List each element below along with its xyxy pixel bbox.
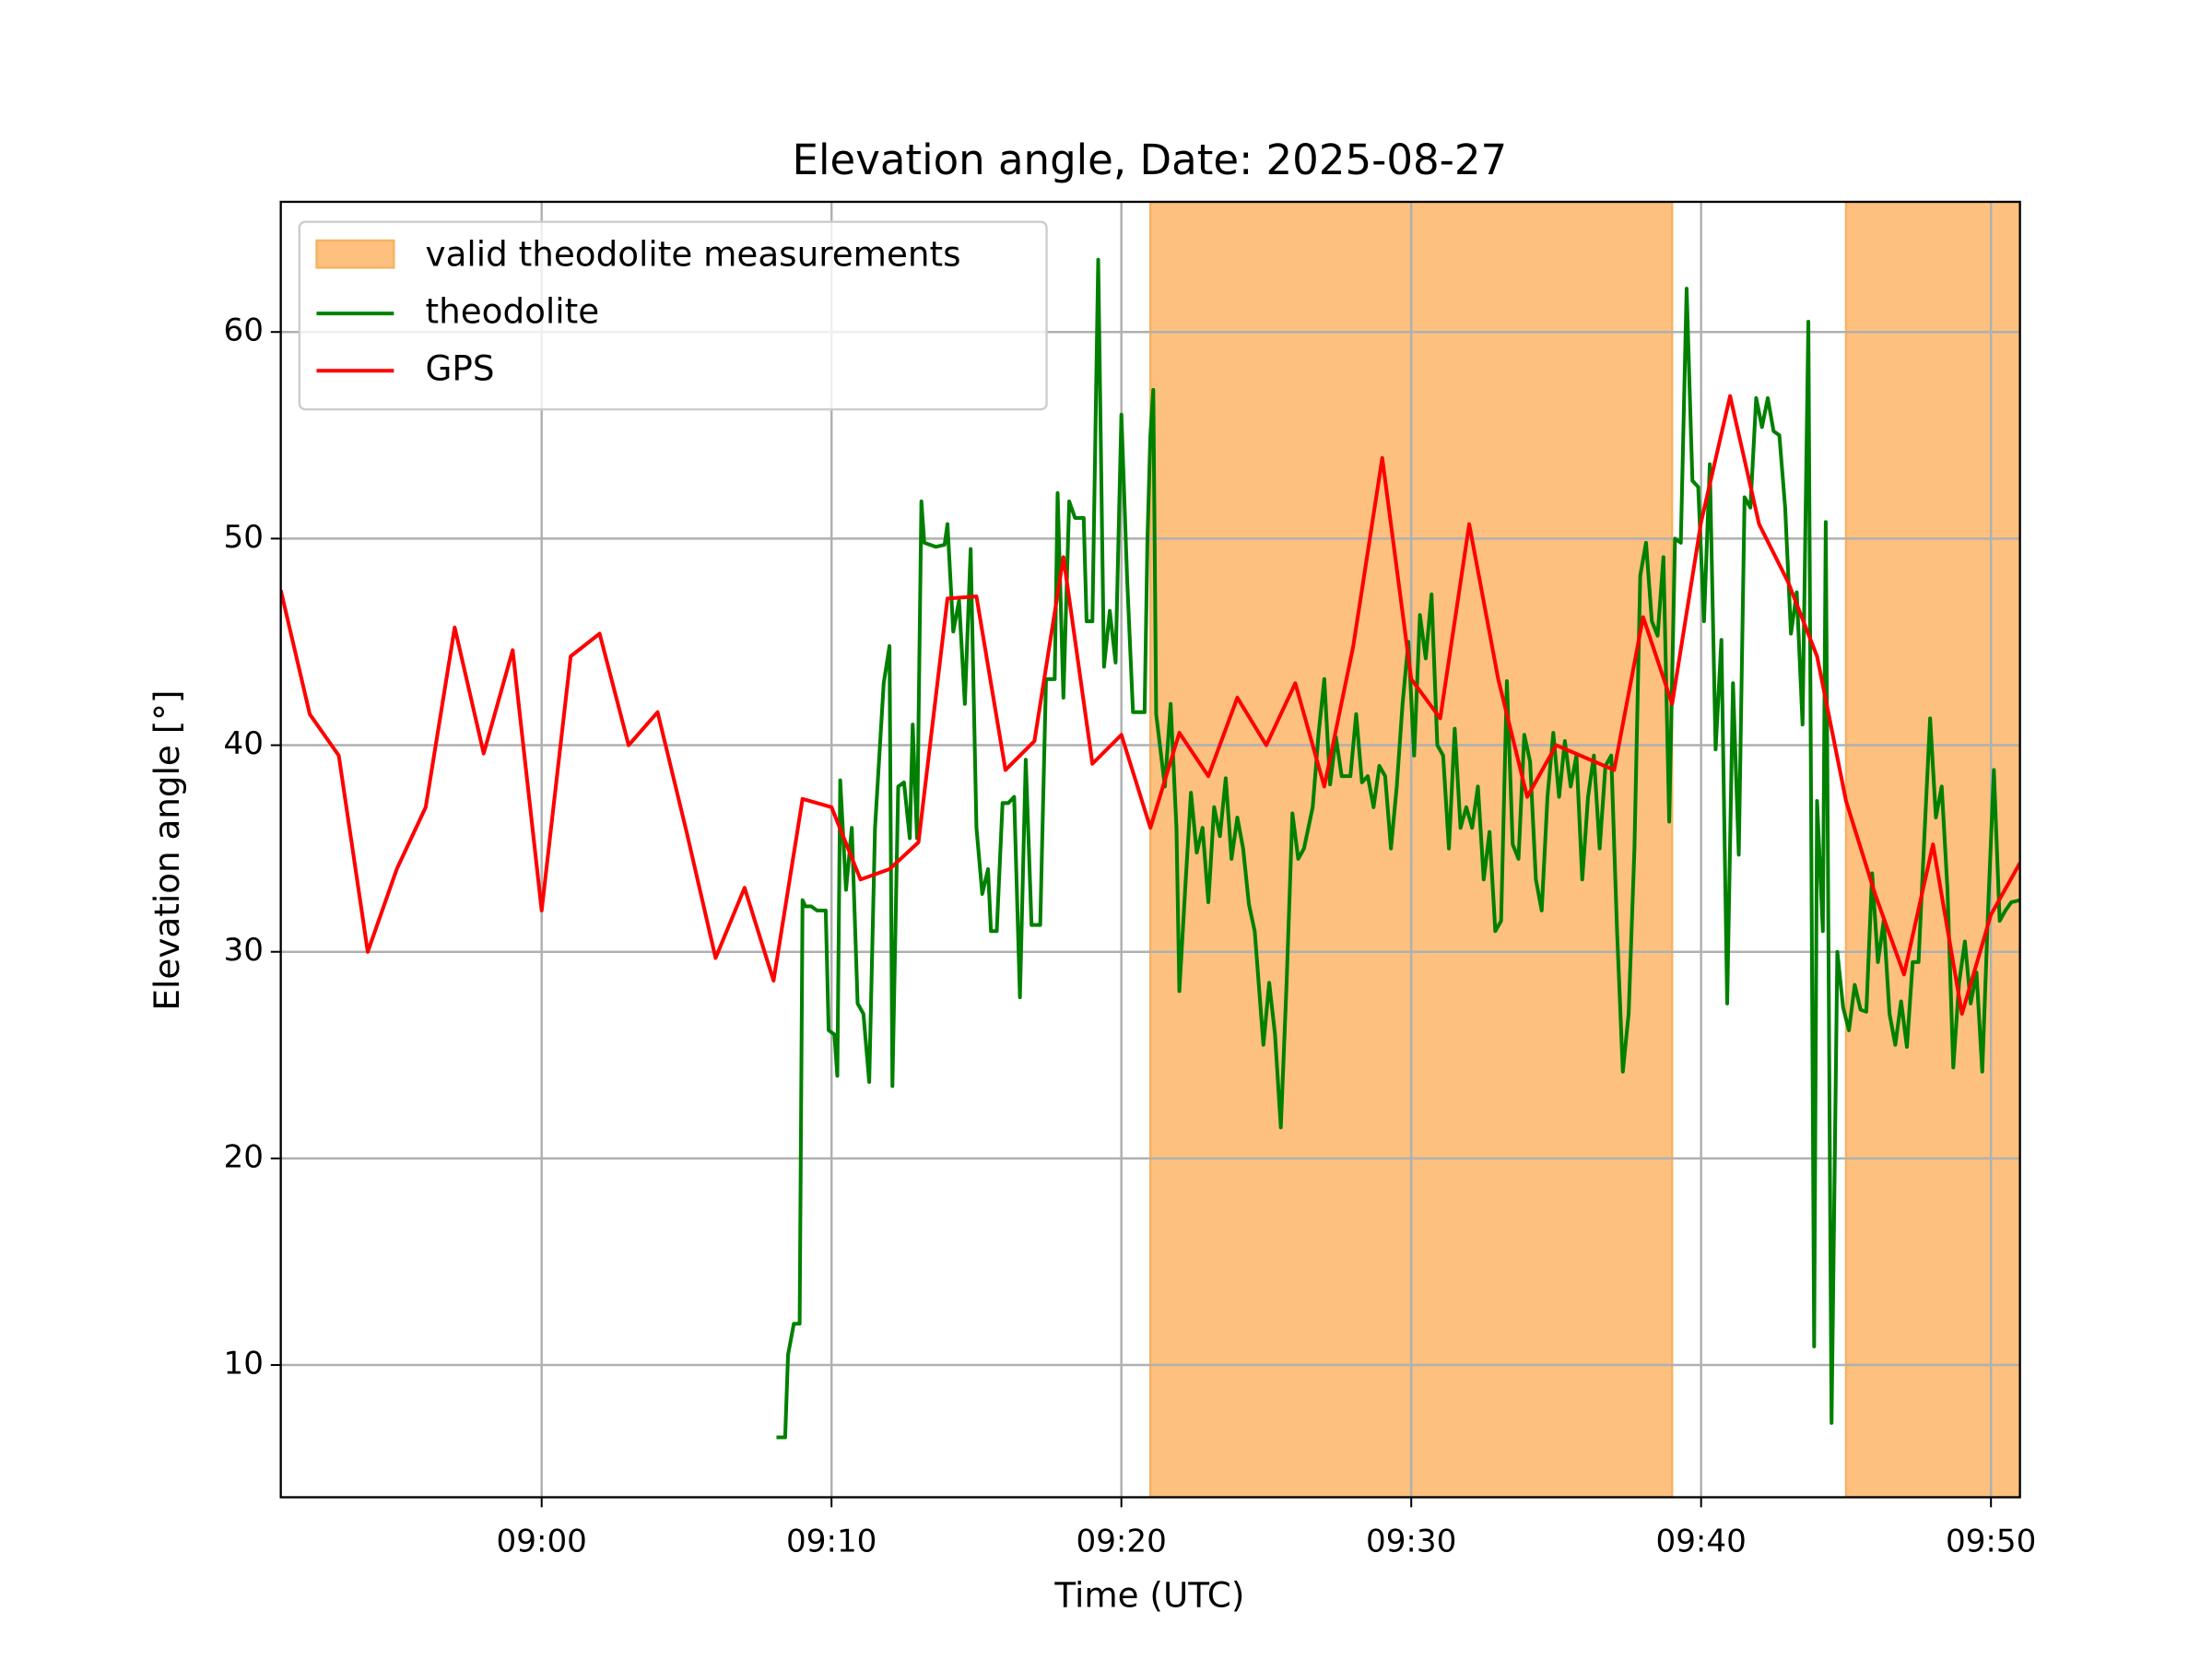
y-tick-label: 20 [224,1138,264,1175]
x-tick-label: 09:20 [1076,1524,1166,1560]
legend-swatch [315,239,395,269]
x-tick-label: 09:10 [786,1524,877,1560]
y-tick-label: 40 [224,725,264,762]
y-tick-label: 50 [224,519,264,556]
legend-label: valid theodolite measurements [426,233,961,274]
legend-box [298,220,1048,411]
x-tick-label: 09:40 [1655,1524,1746,1560]
x-tick-label: 09:00 [496,1524,586,1560]
series-line [280,394,2020,1016]
x-tick-label: 09:30 [1366,1524,1456,1560]
x-tick-label: 09:50 [1946,1524,2036,1560]
y-axis-label: Elevation angle [°] [147,690,187,1011]
plot-frame [279,200,2021,1499]
x-axis-label: Time (UTC) [1053,1575,1244,1616]
legend-label: theodolite [426,291,600,332]
y-tick-label: 60 [224,312,264,349]
chart-title: Elevation angle, Date: 2025-08-27 [793,135,1508,184]
y-tick-label: 30 [224,932,264,969]
y-tick-label: 10 [224,1346,264,1382]
legend-label: GPS [426,348,495,389]
